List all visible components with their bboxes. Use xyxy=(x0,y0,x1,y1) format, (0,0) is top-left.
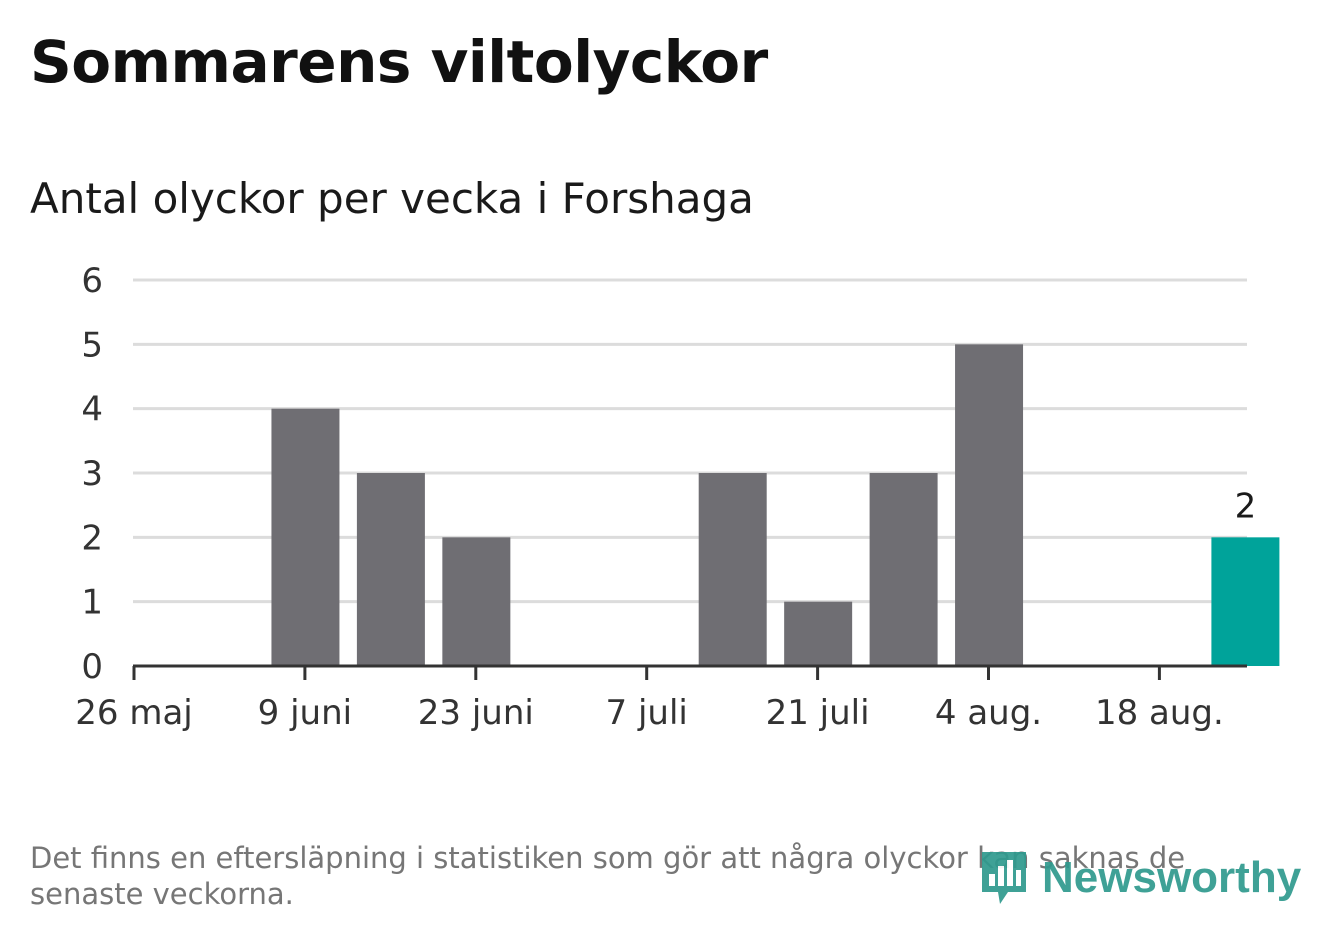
chart-title: Sommarens viltolyckor xyxy=(30,28,768,96)
x-tick-label: 9 juni xyxy=(258,693,352,733)
bar-v24 xyxy=(356,473,425,666)
bar-v31 xyxy=(955,344,1024,666)
chart-subtitle: Antal olyckor per vecka i Forshaga xyxy=(30,174,754,223)
y-tick-label: 5 xyxy=(81,325,103,365)
y-axis-labels: 0 1 2 3 4 5 6 xyxy=(81,261,103,687)
y-tick-label: 6 xyxy=(81,261,103,301)
x-tick-label: 18 aug. xyxy=(1095,693,1224,733)
x-tick-label: 21 juli xyxy=(766,693,870,733)
newsworthy-logo: Newsworthy xyxy=(978,848,1301,908)
logo-text: Newsworthy xyxy=(1042,853,1302,902)
y-tick-label: 3 xyxy=(81,454,103,494)
x-axis-labels: 26 maj 9 juni 23 juni 7 juli 21 juli 4 aug. 18… xyxy=(75,693,1224,733)
bar-v30 xyxy=(869,473,938,666)
x-tick-label: 26 maj xyxy=(75,693,192,733)
y-tick-label: 2 xyxy=(81,518,103,558)
x-tick-label: 4 aug. xyxy=(935,693,1042,733)
data-labels: 2 xyxy=(1235,486,1257,526)
y-tick-label: 0 xyxy=(81,647,103,687)
x-tick-label: 23 juni xyxy=(418,693,534,733)
y-tick-label: 4 xyxy=(81,390,103,430)
bar-v28 xyxy=(698,473,767,666)
x-tick-label: 7 juli xyxy=(606,693,688,733)
bar-v29 xyxy=(784,601,853,666)
bar-v23 xyxy=(271,408,340,666)
x-axis xyxy=(132,664,1247,680)
bar-v25 xyxy=(442,537,511,666)
bar-v34 xyxy=(1211,537,1280,666)
y-tick-label: 1 xyxy=(81,583,103,623)
data-label: 2 xyxy=(1235,486,1257,526)
bars xyxy=(271,344,1280,666)
newsworthy-bar-chart-icon xyxy=(982,852,1026,904)
bar-chart: 0 1 2 3 4 5 6 26 maj 9 juni 23 juni 7 juli 21 juli… xyxy=(75,261,1280,733)
